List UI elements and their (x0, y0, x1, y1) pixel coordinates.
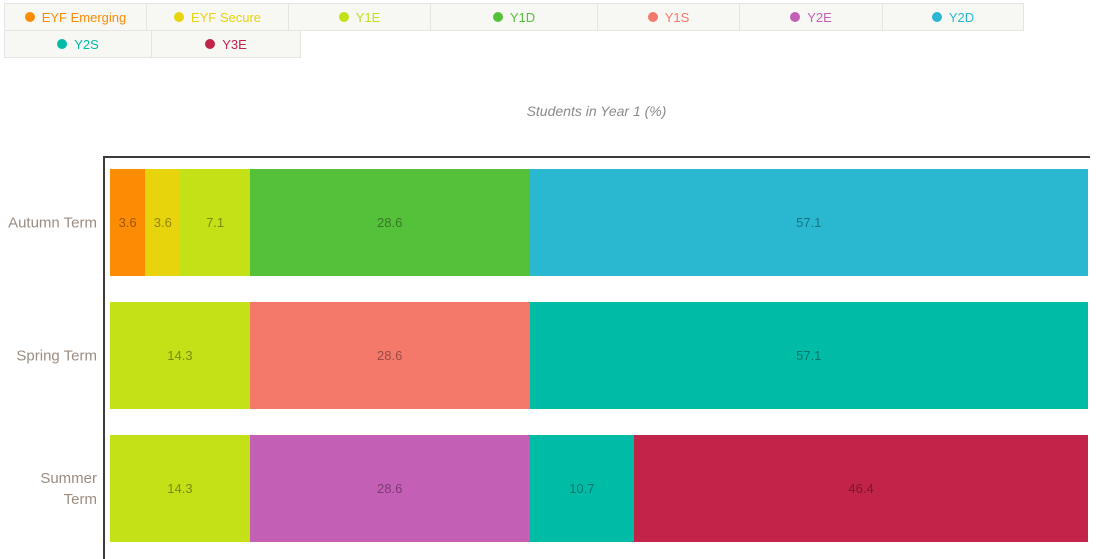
bar-segment-y2s-spring-term[interactable]: 57.1 (529, 302, 1088, 409)
legend-item-y2s[interactable]: Y2S (4, 30, 152, 58)
bar-value-label: 3.6 (118, 215, 137, 230)
chart-legend: EYF Emerging EYF Secure Y1E Y1D Y1S Y2E Y2D Y2S… (4, 3, 1024, 58)
legend-item-eyf-emerging[interactable]: EYF Emerging (4, 3, 147, 31)
legend-dot-icon (173, 12, 184, 22)
bar-segment-y2d-autumn-term[interactable]: 57.1 (529, 169, 1088, 276)
bar-value-label: 57.1 (796, 348, 822, 363)
bar-value-label: 3.6 (153, 215, 172, 230)
bar-segment-y1e-summer-term[interactable]: 14.3 (110, 435, 250, 542)
legend-row: EYF Emerging EYF Secure Y1E Y1D Y1S Y2E Y2D (4, 3, 1024, 31)
legend-item-label: EYF Emerging (41, 9, 127, 25)
category-label-summer-term: Summer Term (0, 468, 97, 510)
bar-segment-y2e-summer-term[interactable]: 28.6 (249, 435, 530, 542)
plot-top-border (103, 156, 1090, 158)
legend-dot-icon (57, 39, 68, 49)
bar-value-label: 28.6 (377, 348, 403, 363)
bar-segment-eyf-emerging-autumn-term[interactable]: 3.6 (110, 169, 146, 276)
bar-segment-y1e-autumn-term[interactable]: 7.1 (180, 169, 250, 276)
legend-dot-icon (492, 12, 503, 22)
legend-item-label: Y2E (807, 9, 832, 25)
category-label-line: Autumn Term (8, 214, 97, 231)
legend-dot-icon (205, 39, 216, 49)
bar-value-label: 14.3 (167, 481, 193, 496)
legend-item-label: Y2S (74, 36, 99, 52)
legend-item-label: Y2D (948, 9, 975, 25)
legend-dot-icon (24, 12, 35, 22)
bar-value-label: 28.6 (377, 215, 403, 230)
legend-item-eyf-secure[interactable]: EYF Secure (146, 3, 289, 31)
bar-value-label: 46.4 (848, 481, 874, 496)
legend-item-y3e[interactable]: Y3E (151, 30, 301, 58)
legend-item-label: Y1D (509, 9, 536, 25)
bar-row-summer-term: 14.3 28.6 10.7 46.4 (110, 435, 1088, 542)
y-axis-line (103, 156, 105, 559)
bar-value-label: 7.1 (206, 215, 225, 230)
legend-item-y1d[interactable]: Y1D (430, 3, 598, 31)
legend-dot-icon (790, 12, 801, 22)
bar-segment-y2s-summer-term[interactable]: 10.7 (529, 435, 635, 542)
bar-segment-y1s-spring-term[interactable]: 28.6 (249, 302, 530, 409)
bar-segment-eyf-secure-autumn-term[interactable]: 3.6 (145, 169, 181, 276)
bar-value-label: 28.6 (377, 481, 403, 496)
bar-segment-y3e-summer-term[interactable]: 46.4 (634, 435, 1088, 542)
category-label-line: Summer (40, 469, 97, 487)
legend-item-y1e[interactable]: Y1E (288, 3, 431, 31)
chart-title: Students in Year 1 (%) (526, 103, 667, 119)
bar-row-autumn-term: 3.6 3.6 7.1 28.6 57.1 (110, 169, 1088, 276)
bar-value-label: 14.3 (167, 348, 193, 363)
legend-row: Y2S Y3E (4, 30, 1024, 58)
legend-dot-icon (931, 12, 942, 22)
legend-item-label: Y1S (664, 9, 690, 25)
legend-item-y2d[interactable]: Y2D (882, 3, 1024, 31)
legend-item-label: EYF Secure (190, 9, 262, 25)
legend-item-y2e[interactable]: Y2E (739, 3, 883, 31)
category-label-autumn-term: Autumn Term (0, 212, 97, 233)
category-label-line: Spring Term (16, 347, 97, 364)
legend-dot-icon (338, 12, 349, 22)
bar-value-label: 10.7 (569, 481, 595, 496)
legend-item-y1s[interactable]: Y1S (597, 3, 740, 31)
legend-item-label: Y3E (222, 36, 247, 52)
bar-segment-y1e-spring-term[interactable]: 14.3 (110, 302, 250, 409)
bar-segment-y1d-autumn-term[interactable]: 28.6 (249, 169, 530, 276)
legend-dot-icon (647, 12, 658, 22)
category-label-spring-term: Spring Term (0, 345, 97, 366)
bar-value-label: 57.1 (796, 215, 822, 230)
category-label-line: Term (63, 490, 97, 508)
bar-row-spring-term: 14.3 28.6 57.1 (110, 302, 1088, 409)
legend-item-label: Y1E (355, 9, 381, 25)
